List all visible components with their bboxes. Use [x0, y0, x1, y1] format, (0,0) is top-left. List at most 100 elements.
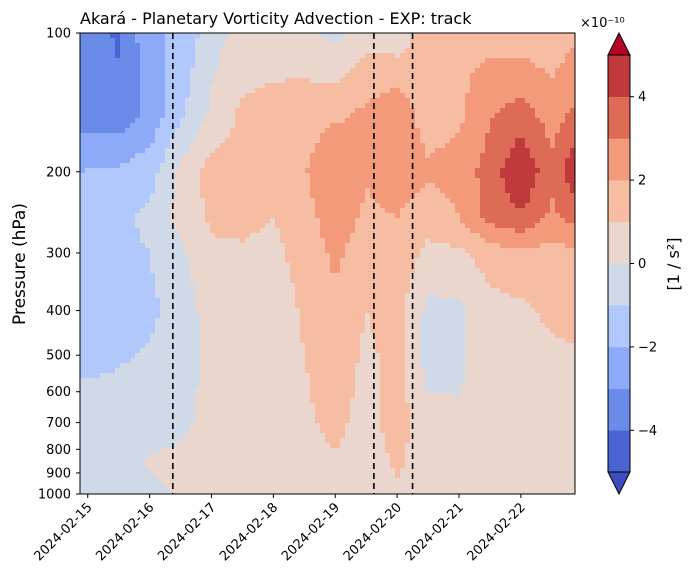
contour-cell	[330, 43, 336, 49]
contour-cell	[150, 128, 156, 134]
contour-cell	[445, 268, 451, 274]
contour-cell	[520, 268, 526, 274]
contour-cell	[360, 218, 366, 224]
contour-cell	[325, 38, 331, 44]
contour-cell	[225, 248, 231, 254]
contour-cell	[400, 83, 406, 89]
contour-cell	[445, 253, 451, 259]
contour-cell	[485, 253, 491, 259]
contour-cell	[200, 233, 206, 239]
contour-cell	[270, 273, 276, 279]
contour-cell	[285, 73, 291, 79]
contour-cell	[170, 88, 176, 94]
contour-cell	[225, 83, 231, 89]
contour-cell	[490, 143, 496, 149]
contour-cell	[345, 138, 351, 144]
contour-cell	[180, 178, 186, 184]
contour-cell	[105, 73, 111, 79]
contour-cell	[500, 223, 506, 229]
contour-cell	[470, 163, 476, 169]
contour-cell	[260, 48, 266, 54]
contour-cell	[305, 238, 311, 244]
contour-cell	[450, 268, 456, 274]
contour-cell	[540, 228, 546, 234]
contour-cell	[220, 133, 226, 139]
contour-cell	[425, 123, 431, 129]
contour-cell	[355, 53, 361, 59]
contour-cell	[330, 163, 336, 169]
contour-cell	[320, 268, 326, 274]
contour-cell	[285, 253, 291, 259]
contour-cell	[100, 108, 106, 114]
contour-cell	[360, 228, 366, 234]
contour-cell	[180, 78, 186, 84]
contour-cell	[280, 53, 286, 59]
contour-cell	[120, 273, 126, 279]
contour-cell	[365, 83, 371, 89]
contour-cell	[450, 188, 456, 194]
contour-cell	[455, 163, 461, 169]
contour-cell	[555, 213, 561, 219]
contour-cell	[415, 118, 421, 124]
contour-cell	[250, 263, 256, 269]
contour-cell	[450, 243, 456, 249]
contour-cell	[565, 168, 571, 174]
contour-cell	[420, 263, 426, 269]
contour-cell	[350, 158, 356, 164]
contour-cell	[275, 198, 281, 204]
contour-cell	[130, 263, 136, 269]
contour-cell	[245, 73, 251, 79]
contour-cell	[290, 63, 296, 69]
contour-cell	[460, 168, 466, 174]
contour-cell	[290, 83, 296, 89]
contour-cell	[145, 68, 151, 74]
contour-cell	[130, 128, 136, 134]
contour-cell	[335, 123, 341, 129]
contour-cell	[105, 103, 111, 109]
contour-cell	[385, 123, 391, 129]
contour-cell	[220, 53, 226, 59]
contour-cell	[440, 263, 446, 269]
contour-cell	[455, 133, 461, 139]
contour-cell	[90, 58, 96, 64]
contour-cell	[485, 133, 491, 139]
contour-cell	[360, 83, 366, 89]
contour-cell	[435, 68, 441, 74]
contour-cell	[135, 233, 141, 239]
contour-cell	[210, 173, 216, 179]
contour-cell	[115, 273, 121, 279]
contour-cell	[110, 233, 116, 239]
contour-cell	[185, 283, 191, 289]
contour-cell	[240, 108, 246, 114]
contour-cell	[140, 93, 146, 99]
contour-cell	[550, 198, 556, 204]
contour-cell	[390, 138, 396, 144]
contour-cell	[185, 88, 191, 94]
contour-cell	[95, 103, 101, 109]
contour-cell	[570, 248, 576, 254]
contour-cell	[305, 153, 311, 159]
contour-cell	[485, 203, 491, 209]
contour-cell	[450, 118, 456, 124]
contour-cell	[210, 208, 216, 214]
contour-cell	[160, 138, 166, 144]
contour-cell	[320, 48, 326, 54]
contour-cell	[450, 93, 456, 99]
contour-cell	[345, 63, 351, 69]
contour-cell	[500, 228, 506, 234]
contour-cell	[140, 88, 146, 94]
contour-cell	[410, 258, 416, 264]
contour-cell	[435, 238, 441, 244]
contour-cell	[330, 123, 336, 129]
contour-cell	[340, 108, 346, 114]
contour-cell	[490, 263, 496, 269]
contour-cell	[405, 173, 411, 179]
contour-cell	[180, 133, 186, 139]
contour-cell	[440, 238, 446, 244]
contour-cell	[290, 58, 296, 64]
contour-cell	[395, 123, 401, 129]
contour-cell	[445, 38, 451, 44]
contour-cell	[145, 263, 151, 269]
contour-cell	[470, 98, 476, 104]
contour-cell	[455, 98, 461, 104]
